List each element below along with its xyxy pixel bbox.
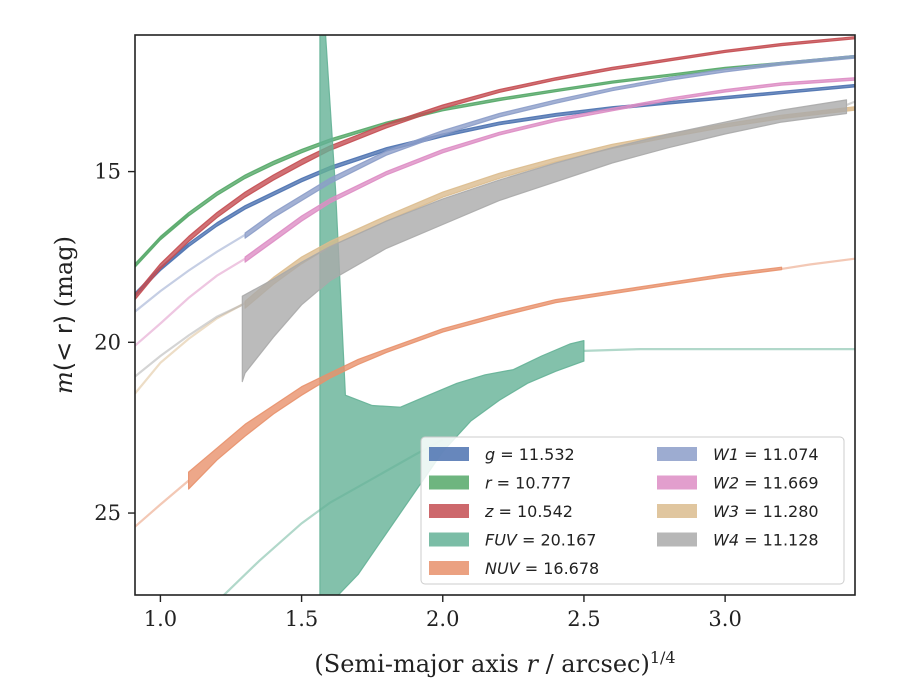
legend-swatch-w2 xyxy=(657,475,697,490)
legend-swatch-w1 xyxy=(657,447,697,461)
extrapolation-line-w4-12 xyxy=(846,100,855,107)
series-band-r xyxy=(135,54,855,268)
legend-label-w4: W4 = 11.128 xyxy=(713,531,819,550)
legend-swatch-nuv xyxy=(429,561,469,575)
legend-swatch-g xyxy=(429,447,469,461)
x-tick-label: 1.0 xyxy=(144,607,177,631)
legend-label-g: g = 11.532 xyxy=(485,445,575,464)
extrapolation-line-w3-9 xyxy=(135,302,246,395)
extrapolation-line-fuv-4 xyxy=(583,348,855,352)
legend-label-z: z = 10.542 xyxy=(484,502,573,521)
series-band-nuv xyxy=(188,266,783,490)
ticks: 1.0 1.5 2.0 2.5 3.0 15 20 25 xyxy=(94,160,742,631)
legend-swatch-z xyxy=(429,504,469,518)
extrapolation-line-nuv-6 xyxy=(781,257,855,270)
legend-label-r: r = 10.777 xyxy=(485,474,571,493)
legend-swatch-w3 xyxy=(657,504,697,518)
series-band-w1 xyxy=(244,54,855,239)
legend-swatch-fuv xyxy=(429,532,469,547)
plot-area xyxy=(135,35,855,595)
y-tick-label: 15 xyxy=(94,160,121,184)
x-tick-label: 2.0 xyxy=(426,607,459,631)
legend-swatch-r xyxy=(429,475,469,490)
series-band-w2 xyxy=(244,77,855,263)
legend-box xyxy=(420,436,845,585)
legend-label-w3: W3 = 11.280 xyxy=(713,502,819,521)
x-axis-label-variable: r xyxy=(526,650,539,678)
extrapolation-line-nuv-5 xyxy=(135,479,190,528)
x-axis-label-exponent: 1/4 xyxy=(650,648,676,667)
x-tick-label: 2.5 xyxy=(567,607,600,631)
legend: g = 11.532 r = 10.777 z = 10.542 FUV = 20.1… xyxy=(420,436,845,585)
series-band-fuv xyxy=(319,35,585,595)
legend-label-w1: W1 = 11.074 xyxy=(713,445,819,464)
extrapolation-line-w4-11 xyxy=(135,303,243,378)
legend-label-w2: W2 = 11.669 xyxy=(713,474,819,493)
x-tick-label: 3.0 xyxy=(708,607,741,631)
series-band-g xyxy=(135,83,855,297)
legend-label-fuv: FUV = 20.167 xyxy=(485,531,596,550)
legend-label-nuv: NUV = 16.678 xyxy=(485,559,599,578)
series-band-w4 xyxy=(241,99,848,383)
extrapolation-line-w2-8 xyxy=(135,257,246,347)
x-tick-label: 1.5 xyxy=(285,607,318,631)
series-band-z xyxy=(135,36,855,301)
y-tick-label: 25 xyxy=(94,501,121,525)
y-tick-label: 20 xyxy=(94,330,121,354)
x-axis-label: (Semi-major axis r / arcsec)1/4 xyxy=(314,648,675,678)
axes-frame xyxy=(134,34,856,596)
y-axis-label: m(< r) (mag) xyxy=(50,236,78,394)
legend-swatch-w4 xyxy=(657,532,697,547)
extrapolation-line-w1-7 xyxy=(135,233,246,313)
